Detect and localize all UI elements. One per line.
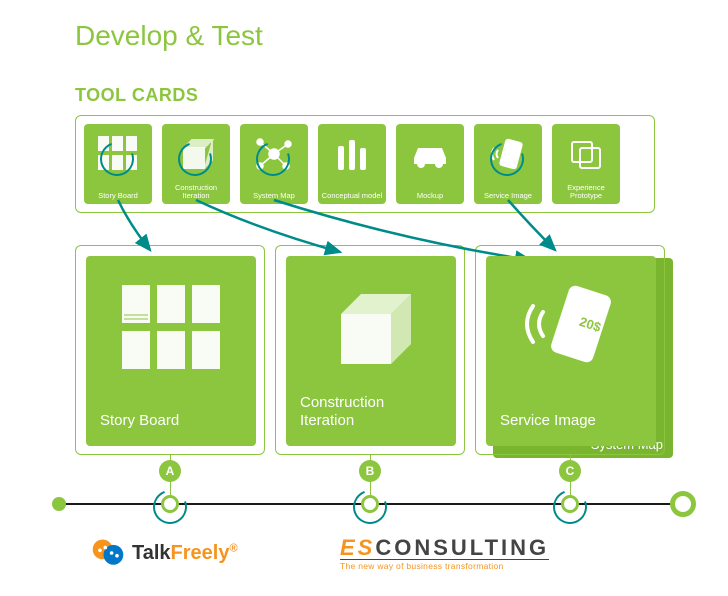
mini-card-label: System Map bbox=[251, 192, 297, 200]
page-title: Develop & Test bbox=[75, 20, 263, 52]
network-icon bbox=[249, 132, 299, 176]
bottles-icon bbox=[327, 132, 377, 176]
talkfreely-logo: TalkFreely® bbox=[90, 535, 238, 571]
cube-icon bbox=[171, 132, 221, 176]
mini-card-label: Service Image bbox=[482, 192, 534, 200]
mini-card-mockup[interactable]: Mockup bbox=[396, 124, 464, 204]
detail-card-label: Construction Iteration bbox=[300, 394, 442, 430]
mini-card-construction[interactable]: Construction Iteration bbox=[162, 124, 230, 204]
timeline-node bbox=[361, 495, 379, 513]
esconsulting-brand: ESCONSULTING bbox=[340, 535, 549, 561]
detail-card-storyboard[interactable]: Story Board bbox=[86, 256, 256, 446]
detail-box-c: 20$ Service Image bbox=[475, 245, 665, 455]
timeline-badge-c: C bbox=[559, 460, 581, 482]
talkfreely-icon bbox=[90, 535, 126, 571]
storyboard-icon bbox=[93, 132, 143, 176]
phone-icon bbox=[483, 132, 533, 176]
phone-icon: 20$ bbox=[511, 274, 631, 384]
car-icon bbox=[405, 132, 455, 176]
mini-card-storyboard[interactable]: Story Board bbox=[84, 124, 152, 204]
esconsulting-logo: ESCONSULTING The new way of business tra… bbox=[340, 535, 549, 571]
layers-icon bbox=[561, 132, 611, 176]
detail-card-serviceimage[interactable]: 20$ Service Image bbox=[486, 256, 656, 446]
detail-card-label: Story Board bbox=[100, 412, 242, 430]
timeline-start-dot bbox=[52, 497, 66, 511]
mini-card-experience[interactable]: Experience Prototype bbox=[552, 124, 620, 204]
mini-card-label: Conceptual model bbox=[320, 192, 384, 200]
detail-card-construction[interactable]: Construction Iteration bbox=[286, 256, 456, 446]
timeline-node bbox=[161, 495, 179, 513]
detail-card-label: Service Image bbox=[500, 412, 642, 430]
mini-card-label: Experience Prototype bbox=[552, 184, 620, 201]
detail-box-a: Story Board bbox=[75, 245, 265, 455]
timeline-badge-b: B bbox=[359, 460, 381, 482]
talkfreely-text: TalkFreely® bbox=[132, 542, 238, 565]
mini-card-label: Story Board bbox=[96, 192, 140, 200]
timeline-node bbox=[561, 495, 579, 513]
mini-card-conceptual[interactable]: Conceptual model bbox=[318, 124, 386, 204]
section-title: TOOL CARDS bbox=[75, 85, 198, 106]
tool-card-row: Story Board Construction Iteration Syste… bbox=[75, 115, 655, 213]
timeline-end-ring bbox=[670, 491, 696, 517]
mini-card-systemmap[interactable]: System Map bbox=[240, 124, 308, 204]
timeline-badge-a: A bbox=[159, 460, 181, 482]
mini-card-label: Construction Iteration bbox=[162, 184, 230, 201]
mini-card-serviceimage[interactable]: Service Image bbox=[474, 124, 542, 204]
detail-box-b: Construction Iteration bbox=[275, 245, 465, 455]
storyboard-icon bbox=[111, 274, 231, 384]
cube-icon bbox=[311, 274, 431, 384]
mini-card-label: Mockup bbox=[415, 192, 445, 200]
